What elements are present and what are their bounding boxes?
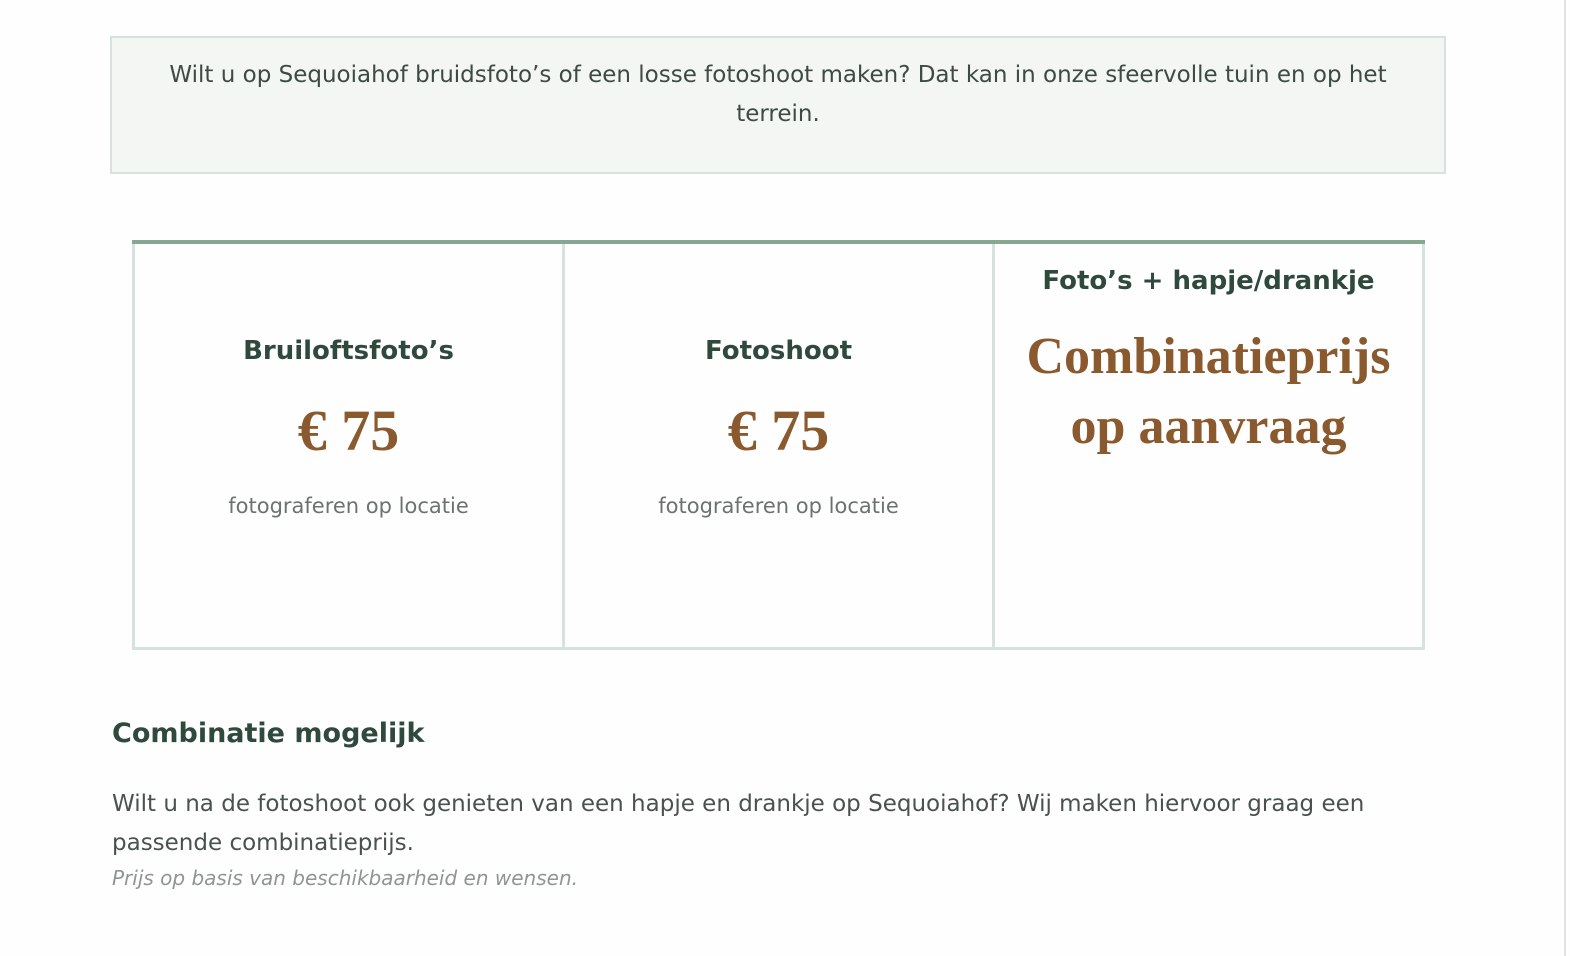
pricing-card-wedding: Bruiloftsfoto’s € 75 fotograferen op loc…	[132, 244, 565, 650]
scrollbar[interactable]	[1564, 0, 1566, 956]
combination-note: Prijs op basis van beschikbaarheid en we…	[112, 866, 578, 890]
card-subtitle: fotograferen op locatie	[658, 494, 899, 518]
card-title: Fotoshoot	[705, 336, 852, 366]
card-title: Bruiloftsfoto’s	[243, 336, 454, 366]
intro-text: Wilt u op Sequoiahof bruidsfoto’s of een…	[169, 62, 1387, 127]
card-price: € 75	[727, 398, 830, 463]
card-price: € 75	[297, 398, 400, 463]
pricing-card-combination: Foto’s + hapje/drankje Combinatieprijs o…	[992, 244, 1425, 650]
intro-box: Wilt u op Sequoiahof bruidsfoto’s of een…	[110, 36, 1446, 174]
card-price-line2: op aanvraag	[1070, 398, 1347, 455]
combination-heading: Combinatie mogelijk	[112, 718, 425, 749]
card-title: Foto’s + hapje/drankje	[1042, 266, 1375, 296]
card-price: Combinatieprijs op aanvraag	[995, 322, 1422, 462]
card-subtitle: fotograferen op locatie	[228, 494, 469, 518]
card-price-line1: Combinatieprijs	[1026, 328, 1391, 385]
pricing-card-photoshoot: Fotoshoot € 75 fotograferen op locatie	[562, 244, 995, 650]
combination-text: Wilt u na de fotoshoot ook genieten van …	[112, 791, 1365, 856]
pricing-table: Bruiloftsfoto’s € 75 fotograferen op loc…	[132, 240, 1425, 650]
